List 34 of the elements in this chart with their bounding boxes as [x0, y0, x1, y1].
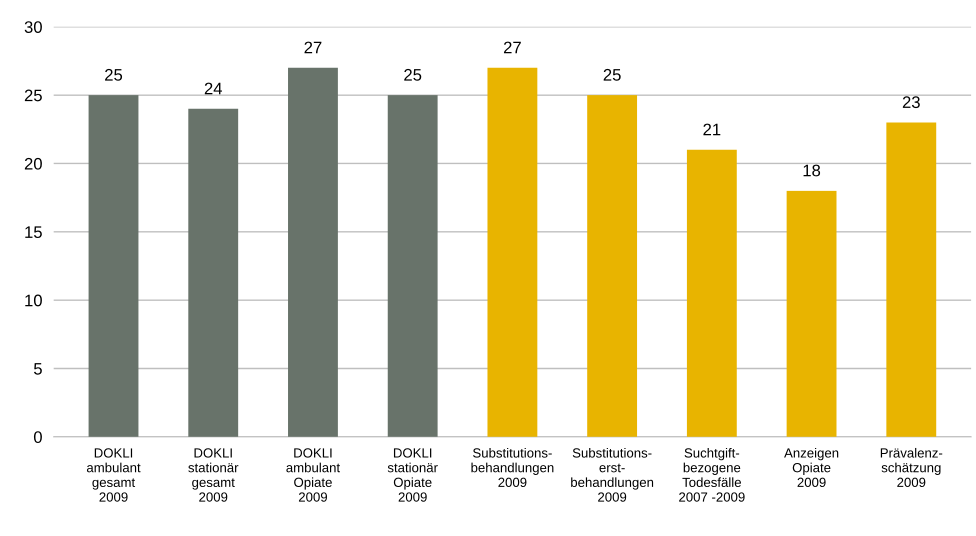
x-tick-label: DOKLI ambulant gesamt 2009 [86, 448, 141, 502]
bar [686, 150, 737, 437]
bar [188, 108, 238, 437]
x-tick-label: Prävalenz- schätzung 2009 [880, 448, 942, 488]
data-label: 27 [504, 42, 521, 54]
y-tick-label: 5 [34, 363, 42, 375]
y-tick-label: 10 [25, 294, 42, 306]
data-label: 21 [703, 124, 720, 136]
bar [487, 68, 538, 437]
bar [587, 95, 638, 437]
y-tick-label: 0 [34, 431, 42, 444]
bar [288, 68, 338, 437]
data-label: 25 [604, 68, 621, 81]
bar [786, 190, 836, 437]
bar [886, 122, 936, 437]
data-label: 18 [804, 164, 820, 176]
data-label: 24 [204, 82, 222, 94]
data-label: 23 [902, 96, 920, 108]
x-tick-label: Substitutions- behandlungen 2009 [471, 448, 554, 488]
x-tick-label: DOKLI stationär gesamt 2009 [188, 448, 238, 502]
bar [88, 95, 138, 437]
x-tick-label: Anzeigen Opiate 2009 [784, 448, 838, 488]
y-tick-label: 25 [24, 90, 42, 102]
x-tick-label: Suchtgift- bezogene Todesfälle 2007 -2009 [679, 448, 745, 502]
data-label: 27 [304, 42, 322, 54]
bar [388, 95, 438, 437]
x-tick-label: DOKLI stationär Opiate 2009 [388, 448, 438, 502]
y-tick-label: 30 [24, 21, 42, 34]
x-tick-label: Substitutions- erst- behandlungen 2009 [571, 448, 654, 502]
y-tick-label: 15 [25, 226, 42, 238]
y-tick-label: 20 [24, 158, 42, 170]
data-label: 25 [105, 68, 122, 81]
data-label: 25 [404, 68, 422, 81]
x-tick-label: DOKLI ambulant Opiate 2009 [286, 448, 340, 502]
